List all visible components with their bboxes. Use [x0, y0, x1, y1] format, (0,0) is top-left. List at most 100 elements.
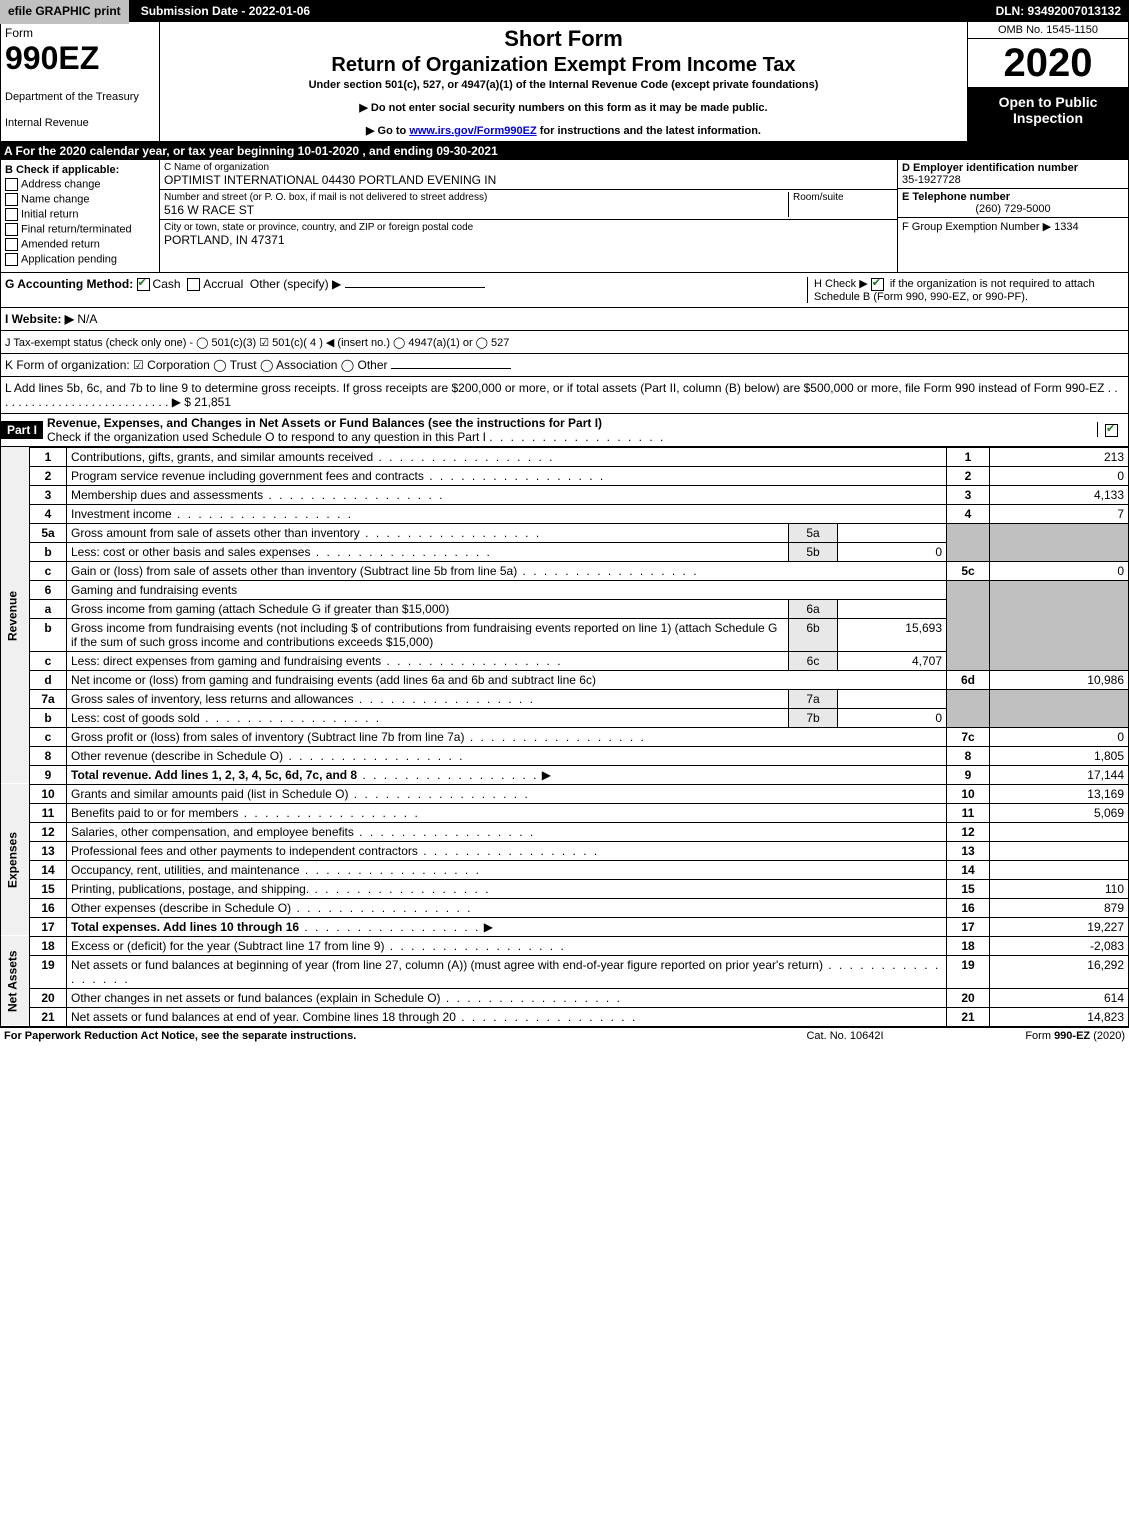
accrual-label: Accrual: [203, 277, 243, 291]
d14: Occupancy, rent, utilities, and maintena…: [67, 860, 947, 879]
ln14: 14: [947, 860, 990, 879]
ln18: 18: [947, 936, 990, 955]
ln17: 17: [947, 917, 990, 936]
chk-name-change[interactable]: Name change: [5, 193, 155, 206]
e-label: E Telephone number: [902, 191, 1010, 203]
chk-cash[interactable]: [137, 278, 150, 291]
chk-application-pending[interactable]: Application pending: [5, 253, 155, 266]
side-netassets: Net Assets: [1, 936, 30, 1026]
ln4: 4: [947, 504, 990, 523]
v9: 17,144: [990, 765, 1129, 784]
d6c: Less: direct expenses from gaming and fu…: [67, 651, 789, 670]
n9: 9: [30, 765, 67, 784]
sv7a: [838, 689, 947, 708]
form-header: Form 990EZ Department of the Treasury In…: [0, 22, 1129, 142]
efile-print-label[interactable]: efile GRAPHIC print: [0, 0, 129, 24]
chk-address-change[interactable]: Address change: [5, 178, 155, 191]
d10: Grants and similar amounts paid (list in…: [67, 784, 947, 803]
street-address: 516 W RACE ST: [164, 203, 788, 217]
n8: 8: [30, 746, 67, 765]
n7c: c: [30, 727, 67, 746]
sub6a: 6a: [789, 599, 838, 618]
chk-amended[interactable]: Amended return: [5, 238, 155, 251]
chk-h[interactable]: [871, 278, 884, 291]
sv5a: [838, 523, 947, 542]
n6a: a: [30, 599, 67, 618]
side-expenses: Expenses: [1, 784, 30, 936]
k-other-line: [391, 368, 511, 369]
n14: 14: [30, 860, 67, 879]
i-label: I Website: ▶: [5, 312, 74, 326]
ln10: 10: [947, 784, 990, 803]
ln12: 12: [947, 822, 990, 841]
j-text: J Tax-exempt status (check only one) - ◯…: [5, 337, 509, 349]
part1-header-row: Part I Revenue, Expenses, and Changes in…: [0, 414, 1129, 447]
sub6b: 6b: [789, 618, 838, 651]
sub7b: 7b: [789, 708, 838, 727]
l-text: L Add lines 5b, 6c, and 7b to line 9 to …: [5, 381, 1118, 409]
sub7a: 7a: [789, 689, 838, 708]
row-l: L Add lines 5b, 6c, and 7b to line 9 to …: [0, 377, 1129, 414]
v11: 5,069: [990, 803, 1129, 822]
v3: 4,133: [990, 485, 1129, 504]
section-c: C Name of organization OPTIMIST INTERNAT…: [160, 160, 897, 272]
footer: For Paperwork Reduction Act Notice, see …: [0, 1027, 1129, 1044]
chk-final-return[interactable]: Final return/terminated: [5, 223, 155, 236]
d6: Gaming and fundraising events: [67, 580, 947, 599]
footer-mid: Cat. No. 10642I: [745, 1030, 945, 1042]
n21: 21: [30, 1007, 67, 1026]
n13: 13: [30, 841, 67, 860]
v1: 213: [990, 447, 1129, 466]
d16: Other expenses (describe in Schedule O): [67, 898, 947, 917]
n1: 1: [30, 447, 67, 466]
d1: Contributions, gifts, grants, and simila…: [67, 447, 947, 466]
n12: 12: [30, 822, 67, 841]
part1-title: Revenue, Expenses, and Changes in Net As…: [47, 416, 602, 430]
chk-accrual[interactable]: [187, 278, 200, 291]
row-j: J Tax-exempt status (check only one) - ◯…: [0, 331, 1129, 354]
d13: Professional fees and other payments to …: [67, 841, 947, 860]
n6b: b: [30, 618, 67, 651]
ln7c: 7c: [947, 727, 990, 746]
chk-initial-return[interactable]: Initial return: [5, 208, 155, 221]
n15: 15: [30, 879, 67, 898]
d18: Excess or (deficit) for the year (Subtra…: [67, 936, 947, 955]
header-right: OMB No. 1545-1150 2020 Open to Public In…: [968, 22, 1128, 141]
ln2: 2: [947, 466, 990, 485]
d6a: Gross income from gaming (attach Schedul…: [67, 599, 789, 618]
d3: Membership dues and assessments: [67, 485, 947, 504]
note-link-row: ▶ Go to www.irs.gov/Form990EZ for instru…: [164, 124, 963, 137]
v20: 614: [990, 988, 1129, 1007]
room-label: Room/suite: [793, 192, 893, 203]
h-label: H Check ▶: [814, 278, 871, 290]
ln11: 11: [947, 803, 990, 822]
d2: Program service revenue including govern…: [67, 466, 947, 485]
addr-label: Number and street (or P. O. box, if mail…: [164, 192, 788, 203]
n7b: b: [30, 708, 67, 727]
n19: 19: [30, 955, 67, 988]
d4: Investment income: [67, 504, 947, 523]
irs-link[interactable]: www.irs.gov/Form990EZ: [409, 125, 536, 137]
lines-table: Revenue 1 Contributions, gifts, grants, …: [0, 447, 1129, 1027]
part1-check-line: Check if the organization used Schedule …: [47, 430, 486, 444]
ln15: 15: [947, 879, 990, 898]
n2: 2: [30, 466, 67, 485]
sv7b: 0: [838, 708, 947, 727]
ln20: 20: [947, 988, 990, 1007]
v14: [990, 860, 1129, 879]
chk-schedule-o[interactable]: [1105, 424, 1118, 437]
form-label: Form: [5, 26, 155, 40]
sv5b: 0: [838, 542, 947, 561]
v7c: 0: [990, 727, 1129, 746]
b-label: B Check if applicable:: [5, 164, 119, 176]
v18: -2,083: [990, 936, 1129, 955]
d15: Printing, publications, postage, and shi…: [67, 879, 947, 898]
v13: [990, 841, 1129, 860]
v15: 110: [990, 879, 1129, 898]
other-specify-line: [345, 287, 485, 288]
ln9: 9: [947, 765, 990, 784]
dln: DLN: 93492007013132: [988, 2, 1129, 20]
subtitle: Under section 501(c), 527, or 4947(a)(1)…: [164, 79, 963, 91]
d7a: Gross sales of inventory, less returns a…: [67, 689, 789, 708]
v6d: 10,986: [990, 670, 1129, 689]
